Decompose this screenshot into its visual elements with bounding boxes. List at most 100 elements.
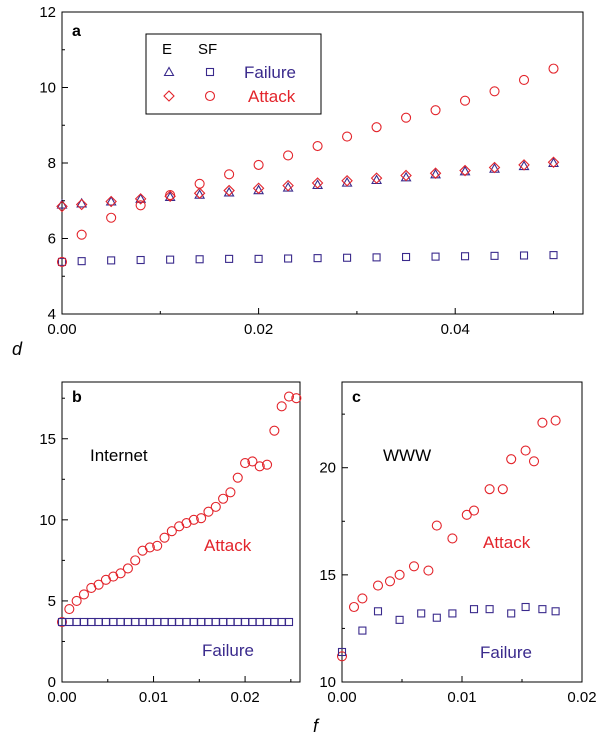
panel-b-square-point xyxy=(80,619,87,626)
panel-b-square-point xyxy=(95,619,102,626)
panel-a-circle-point xyxy=(225,170,234,179)
panel-b-circle-point xyxy=(233,473,242,482)
panel-a-square-point xyxy=(432,253,439,260)
panel-c-circle-point xyxy=(410,562,419,571)
panel-b-square-point xyxy=(227,619,234,626)
panel-a-circle-point xyxy=(313,142,322,151)
panel-b-square-point xyxy=(132,619,139,626)
panel-c-square-point xyxy=(375,608,382,615)
panel-c-square-point xyxy=(449,610,456,617)
legend-label-failure: Failure xyxy=(244,63,296,82)
panel-a-y-tick-label: 6 xyxy=(48,231,56,248)
panel-c-axes: 0.00 0.01 0.02 10 15 20 xyxy=(319,414,596,706)
panel-b-circle-point xyxy=(72,596,81,605)
panel-c-circle-point xyxy=(530,457,539,466)
panel-b-label: b xyxy=(72,389,82,406)
panel-a-square-point xyxy=(78,258,85,265)
panel-b-square-point xyxy=(124,619,131,626)
panel-c-circle-point xyxy=(551,416,560,425)
panel-b-frame xyxy=(62,382,300,682)
panel-b-square-point xyxy=(168,619,175,626)
panel-a-label: a xyxy=(72,23,81,40)
panel-b-square-point xyxy=(264,619,271,626)
panel-c-square-point xyxy=(508,610,515,617)
panel-c-circle-point xyxy=(358,594,367,603)
panel-b-square-point xyxy=(139,619,146,626)
panel-a-y-tick-label: 12 xyxy=(39,4,56,21)
panel-c-square-point xyxy=(522,604,529,611)
panel-b-annotation: Internet xyxy=(90,446,148,465)
panel-b-circle-point xyxy=(65,605,74,614)
legend-header-e: E xyxy=(162,41,172,58)
panel-c-square-point xyxy=(539,606,546,613)
panel-a-square-point xyxy=(226,255,233,262)
panel-b-chart: b Internet Attack Failure 0.00 0.01 0.02 0 5… xyxy=(39,382,301,706)
panel-b-square-point xyxy=(286,619,293,626)
panel-c-x-tick-label: 0.00 xyxy=(327,689,356,706)
panel-b-x-tick-label: 0.02 xyxy=(230,689,259,706)
panel-b-x-tick-label: 0.01 xyxy=(139,689,168,706)
panel-c-circle-point xyxy=(424,566,433,575)
panel-a-y-tick-label: 4 xyxy=(48,306,56,323)
panel-b-square-point xyxy=(205,619,212,626)
panel-b-x-tick-label: 0.00 xyxy=(47,689,76,706)
panel-b-square-point xyxy=(146,619,153,626)
panel-b-circle-point xyxy=(270,426,279,435)
panel-a-circle-point xyxy=(195,179,204,188)
panel-c-circle-point xyxy=(395,570,404,579)
panel-a-circle-point xyxy=(461,96,470,105)
panel-a-square-point xyxy=(255,255,262,262)
panel-c-square-point xyxy=(396,616,403,623)
panel-a-legend: E SF Failure Attack xyxy=(146,34,321,114)
panel-b-square-point xyxy=(102,619,109,626)
panel-a-frame xyxy=(62,12,583,314)
panel-b-y-tick-label: 15 xyxy=(39,431,56,448)
panel-a-circle-point xyxy=(431,106,440,115)
panel-b-circle-point xyxy=(160,533,169,542)
panel-b-square-point xyxy=(256,619,263,626)
panel-a-x-tick-label: 0.04 xyxy=(441,321,470,338)
panel-b-square-point xyxy=(110,619,117,626)
panel-c-circle-point xyxy=(507,455,516,464)
panel-a-square-point xyxy=(521,252,528,259)
panel-c-circle-point xyxy=(485,485,494,494)
panel-c-circle-point xyxy=(386,577,395,586)
panel-b-square-point xyxy=(161,619,168,626)
panel-c-circle-point xyxy=(521,446,530,455)
panel-c-circle-point xyxy=(432,521,441,530)
panel-a-circle-point xyxy=(343,132,352,141)
panel-a-y-tick-label: 10 xyxy=(39,80,56,97)
panel-a-x-tick-label: 0.00 xyxy=(47,321,76,338)
panel-c-attack-label: Attack xyxy=(483,533,531,552)
panel-a-square-point xyxy=(403,253,410,260)
panel-c-failure-label: Failure xyxy=(480,643,532,662)
panel-a-square-point xyxy=(285,255,292,262)
panel-c-square-point xyxy=(471,606,478,613)
panel-c-square-point xyxy=(552,608,559,615)
panel-b-circle-point xyxy=(123,564,132,573)
panel-b-square-point xyxy=(220,619,227,626)
panel-c-circle-point xyxy=(448,534,457,543)
panel-a-circle-point xyxy=(372,123,381,132)
panel-a-square-point xyxy=(196,256,203,263)
panel-a-circle-point xyxy=(77,230,86,239)
panel-b-circle-point xyxy=(277,402,286,411)
panel-a-circle-point xyxy=(254,160,263,169)
panel-a-square-point xyxy=(373,254,380,261)
panel-c-x-tick-label: 0.01 xyxy=(447,689,476,706)
panel-c-circle-point xyxy=(374,581,383,590)
panel-b-square-point xyxy=(88,619,95,626)
panel-b-square-point xyxy=(190,619,197,626)
panel-c-square-point xyxy=(418,610,425,617)
panel-a-circle-point xyxy=(402,113,411,122)
panel-a-circle-point xyxy=(107,213,116,222)
panel-c-annotation: WWW xyxy=(383,446,431,465)
x-axis-label: f xyxy=(313,716,320,736)
legend-label-attack: Attack xyxy=(248,87,296,106)
panel-a-y-tick-label: 8 xyxy=(48,155,56,172)
y-axis-label: d xyxy=(12,339,23,359)
panel-c-square-point xyxy=(486,606,493,613)
panel-b-marks xyxy=(58,392,301,626)
panel-b-square-point xyxy=(249,619,256,626)
panel-b-square-point xyxy=(176,619,183,626)
